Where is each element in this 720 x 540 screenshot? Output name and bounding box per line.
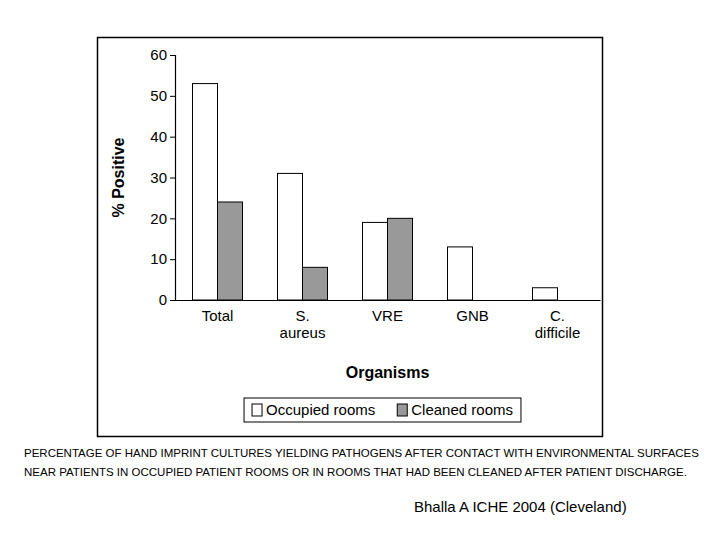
y-axis-line — [170, 56, 176, 301]
x-tick: Total — [202, 300, 234, 324]
y-tick-label: 10 — [150, 250, 167, 267]
bar — [193, 84, 218, 300]
legend-box — [244, 398, 521, 422]
y-tick: 30 — [150, 169, 175, 186]
x-tick-label: C.difficile — [535, 307, 581, 341]
legend-item: Cleaned rooms — [397, 401, 513, 418]
legend-swatch — [397, 404, 407, 416]
y-axis: 0 10 20 30 40 50 60 — [150, 46, 175, 308]
y-tick: 60 — [150, 46, 175, 63]
y-tick: 10 — [150, 250, 175, 267]
bar — [448, 247, 473, 300]
x-tick-label-line: S. — [295, 307, 309, 324]
x-tick-label: VRE — [372, 307, 403, 324]
x-tick-label: Total — [202, 307, 234, 324]
x-axis-title: Organisms — [346, 364, 430, 381]
y-tick-mark — [170, 137, 175, 138]
x-tick: GNB — [456, 300, 489, 324]
x-tick: VRE — [372, 300, 403, 324]
y-tick-label: 30 — [150, 169, 167, 186]
x-axis-line — [176, 300, 601, 301]
x-tick-label-line: C. — [550, 307, 565, 324]
y-tick-mark — [170, 259, 175, 260]
bars — [193, 84, 558, 300]
y-tick: 50 — [150, 87, 175, 104]
x-tick-label: GNB — [456, 307, 489, 324]
y-tick-mark — [170, 178, 175, 179]
legend-item: Occupied rooms — [252, 401, 375, 418]
y-tick-label: 50 — [150, 87, 167, 104]
legend: Occupied rooms Cleaned rooms — [244, 398, 521, 422]
y-tick-label: 20 — [150, 210, 167, 227]
x-tick: S.aureus — [280, 300, 326, 341]
x-tick-label-line: GNB — [456, 307, 489, 324]
bar — [278, 173, 303, 300]
bar — [533, 288, 558, 300]
y-tick-label: 40 — [150, 128, 167, 145]
caption: PERCENTAGE OF HAND IMPRINT CULTURES YIEL… — [24, 444, 704, 482]
x-tick-label-line: VRE — [372, 307, 403, 324]
source: Bhalla A ICHE 2004 (Cleveland) — [414, 498, 627, 515]
y-tick: 20 — [150, 210, 175, 227]
bar — [218, 202, 243, 300]
legend-label: Cleaned rooms — [411, 401, 513, 418]
x-axis: Total S.aureus VRE GNB C.difficile — [176, 300, 601, 341]
bar — [363, 222, 388, 300]
y-tick-mark — [170, 300, 175, 301]
x-tick: C.difficile — [535, 300, 581, 341]
x-tick-label-line: aureus — [280, 324, 326, 341]
legend-label: Occupied rooms — [266, 401, 375, 418]
y-tick-label: 0 — [159, 291, 167, 308]
y-tick-mark — [170, 55, 175, 56]
bar — [303, 267, 328, 300]
x-tick-label: S.aureus — [280, 307, 326, 341]
bar — [388, 218, 413, 300]
legend-swatch — [252, 404, 262, 416]
x-tick-label-line: Total — [202, 307, 234, 324]
chart-frame — [98, 38, 603, 437]
x-tick-label-line: difficile — [535, 324, 581, 341]
y-tick: 0 — [159, 291, 175, 308]
y-tick-mark — [170, 96, 175, 97]
y-tick-label: 60 — [150, 46, 167, 63]
y-axis-title: % Positive — [110, 137, 127, 217]
y-tick-mark — [170, 218, 175, 219]
y-tick: 40 — [150, 128, 175, 145]
